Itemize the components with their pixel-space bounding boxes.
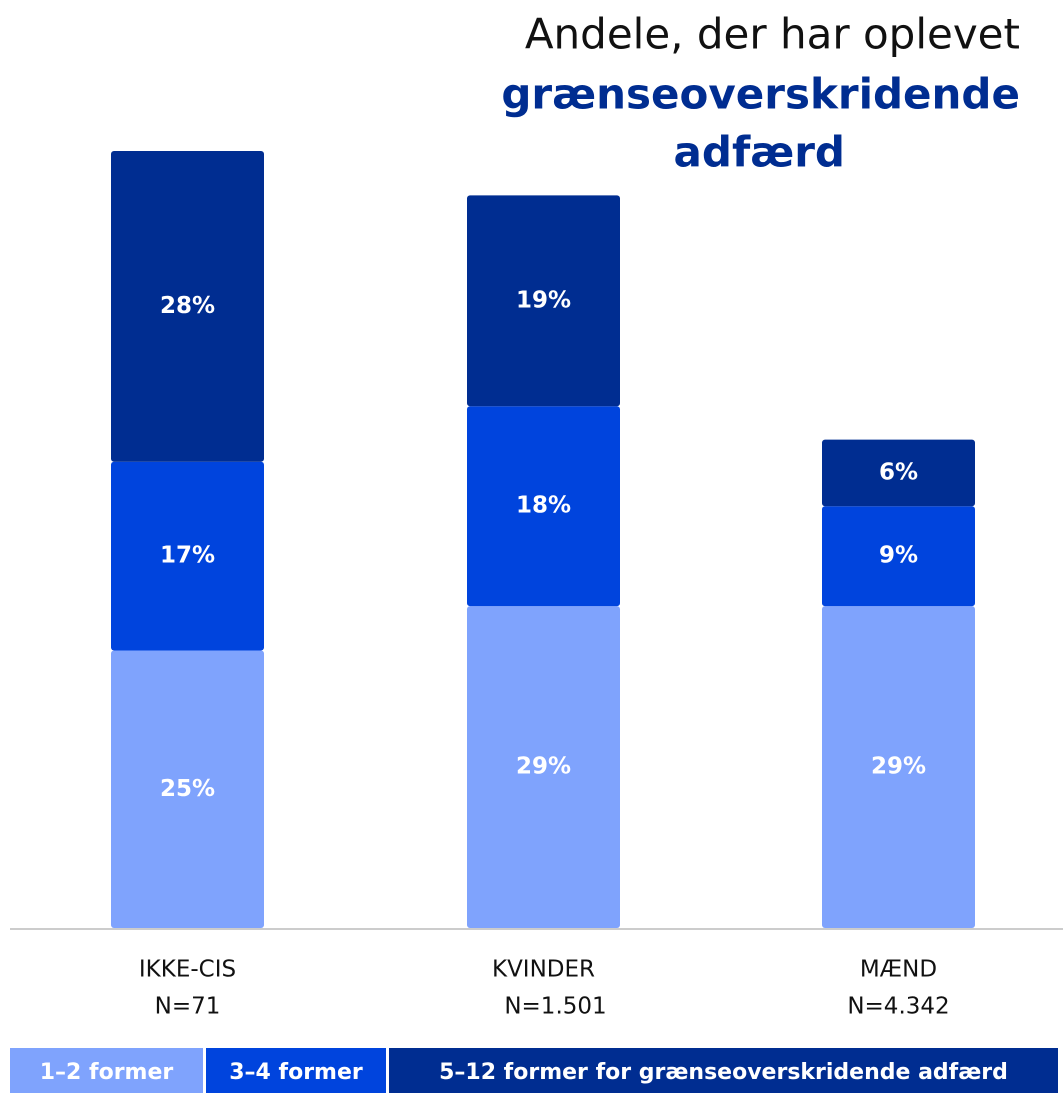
chart-title-emphasis: adfærd (674, 128, 845, 177)
bar-segment (467, 195, 620, 407)
data-label: 29% (871, 754, 926, 780)
data-label: 28% (160, 293, 215, 319)
legend-label: 1–2 former (40, 1060, 174, 1085)
bar-segment (467, 606, 620, 928)
chart-title-emphasis: grænseoverskridende (501, 70, 1020, 119)
bar-segment (111, 151, 264, 462)
bar-segment (111, 650, 264, 928)
x-tick-sublabel: N=4.342 (847, 994, 949, 1020)
x-tick-label: KVINDER (492, 957, 595, 983)
x-tick-sublabel: N=1.501 (504, 994, 606, 1020)
bar-segment (822, 606, 975, 928)
bar-segment (467, 406, 620, 607)
bar-segment (111, 461, 264, 651)
data-label: 18% (516, 493, 571, 519)
data-label: 17% (160, 543, 215, 569)
data-label: 9% (879, 543, 918, 569)
data-label: 25% (160, 776, 215, 802)
bar-segment (822, 506, 975, 607)
data-label: 29% (516, 754, 571, 780)
legend-swatch (206, 1048, 386, 1093)
data-label: 19% (516, 287, 571, 313)
legend-swatch (389, 1048, 1058, 1093)
x-tick-label: IKKE-CIS (139, 957, 236, 983)
legend-label: 5–12 former for grænseoverskridende adfæ… (439, 1060, 1008, 1085)
legend-label: 3–4 former (229, 1060, 363, 1085)
legend-swatch (10, 1048, 203, 1093)
chart-title: Andele, der har oplevet (525, 10, 1020, 59)
data-label: 6% (879, 459, 918, 485)
x-tick-sublabel: N=71 (155, 994, 221, 1020)
x-tick-label: MÆND (860, 957, 937, 983)
bar-segment (822, 439, 975, 507)
